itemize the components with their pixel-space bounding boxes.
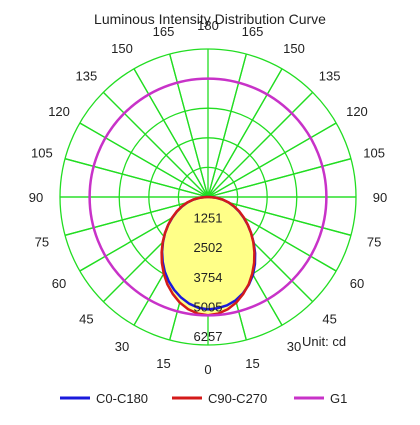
series-layer	[88, 77, 328, 317]
radial-tick-labels: 1251 2502 3754 5005 6257	[194, 211, 223, 344]
angle-label: 165	[153, 24, 175, 39]
angle-label: 45	[79, 312, 93, 327]
legend-label: C0-C180	[96, 391, 148, 406]
angle-label: 15	[156, 356, 170, 371]
angle-label: 150	[283, 41, 305, 56]
intensity-fill	[161, 197, 255, 316]
radial-tick-label: 5005	[194, 299, 223, 314]
angle-label: 180	[197, 18, 219, 33]
series-g1	[88, 77, 328, 317]
angle-label: 30	[287, 339, 301, 354]
radial-tick-label: 1251	[194, 211, 223, 226]
angle-label: 150	[111, 41, 133, 56]
angle-label: 60	[350, 276, 364, 291]
radial-tick-label: 6257	[194, 329, 223, 344]
legend: C0-C180 C90-C270 G1	[60, 391, 347, 406]
angle-label: 30	[115, 339, 129, 354]
angle-label: 15	[245, 356, 259, 371]
angle-label: 165	[242, 24, 264, 39]
angle-label: 120	[48, 104, 70, 119]
legend-label: G1	[330, 391, 347, 406]
angle-label: 45	[322, 312, 336, 327]
intensity-fill-area	[161, 197, 255, 316]
angle-label: 105	[31, 145, 53, 160]
radial-tick-label: 3754	[194, 270, 223, 285]
angle-label: 90	[373, 190, 387, 205]
angle-label: 135	[319, 68, 341, 83]
angle-label: 120	[346, 104, 368, 119]
angle-label: 75	[367, 235, 381, 250]
angle-label: 0	[204, 362, 211, 377]
angle-label: 105	[363, 145, 385, 160]
angle-label: 60	[52, 276, 66, 291]
legend-label: C90-C270	[208, 391, 267, 406]
angle-label: 135	[76, 68, 98, 83]
unit-label: Unit: cd	[302, 334, 346, 349]
angle-label: 75	[35, 235, 49, 250]
radial-tick-label: 2502	[194, 240, 223, 255]
angle-label: 90	[29, 190, 43, 205]
chart-title: Luminous Intensity Distribution Curve	[94, 11, 326, 27]
